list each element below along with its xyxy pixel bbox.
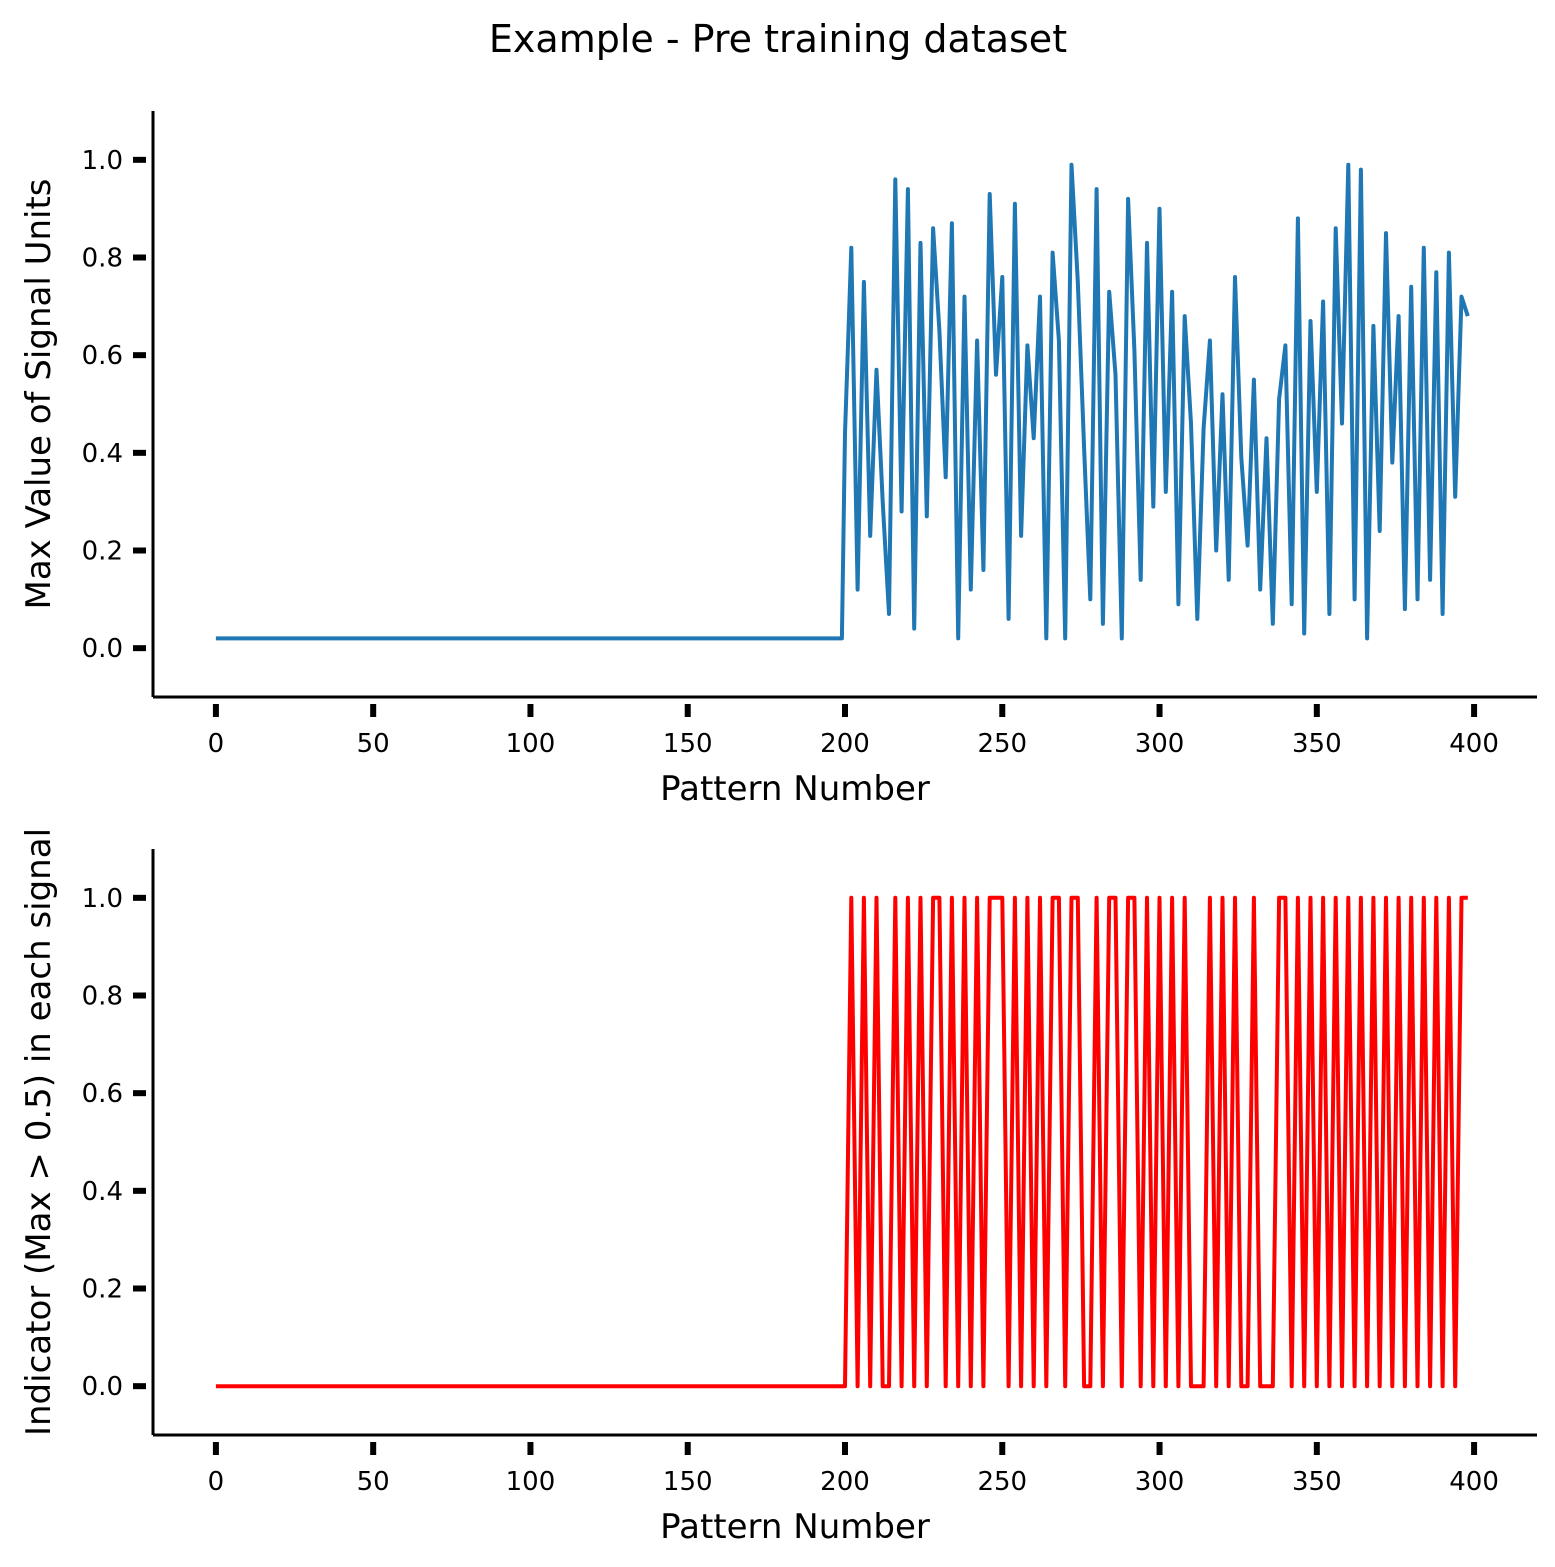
data-line (215, 162, 1470, 641)
x-axis-label: Pattern Number (660, 1507, 930, 1547)
y-tick-label: 0.0 (82, 634, 123, 664)
data-line (215, 895, 1468, 1389)
x-tick-label: 150 (663, 729, 713, 759)
x-tick-label: 0 (208, 729, 225, 759)
y-tick-label: 0.4 (82, 439, 123, 469)
x-tick-label: 50 (357, 729, 390, 759)
x-tick-label: 200 (820, 1467, 870, 1497)
y-tick-label: 0.4 (82, 1177, 123, 1207)
y-tick-label: 0.0 (82, 1372, 123, 1402)
x-tick-label: 0 (208, 1467, 225, 1497)
x-tick-label: 350 (1292, 1467, 1342, 1497)
x-tick-label: 200 (820, 729, 870, 759)
x-tick-label: 50 (357, 1467, 390, 1497)
y-tick-label: 1.0 (82, 884, 123, 914)
x-tick-label: 400 (1449, 1467, 1499, 1497)
x-tick-label: 100 (506, 729, 556, 759)
chart-title: Example - Pre training dataset (489, 17, 1067, 61)
y-axis-label: Max Value of Signal Units (19, 178, 59, 609)
y-axis-label: Indicator (Max > 0.5) in each signal (19, 828, 59, 1436)
x-tick-label: 100 (506, 1467, 556, 1497)
x-tick-label: 300 (1135, 1467, 1185, 1497)
y-tick-label: 1.0 (82, 146, 123, 176)
x-tick-label: 250 (977, 729, 1027, 759)
y-tick-label: 0.2 (82, 537, 123, 567)
y-tick-label: 0.6 (82, 341, 123, 371)
x-tick-label: 150 (663, 1467, 713, 1497)
y-tick-label: 0.6 (82, 1079, 123, 1109)
y-tick-label: 0.2 (82, 1275, 123, 1305)
x-axis-label: Pattern Number (660, 769, 930, 809)
y-tick-label: 0.8 (82, 244, 123, 274)
x-tick-label: 300 (1135, 729, 1185, 759)
x-tick-label: 350 (1292, 729, 1342, 759)
x-tick-label: 250 (977, 1467, 1027, 1497)
y-tick-label: 0.8 (82, 982, 123, 1012)
x-tick-label: 400 (1449, 729, 1499, 759)
